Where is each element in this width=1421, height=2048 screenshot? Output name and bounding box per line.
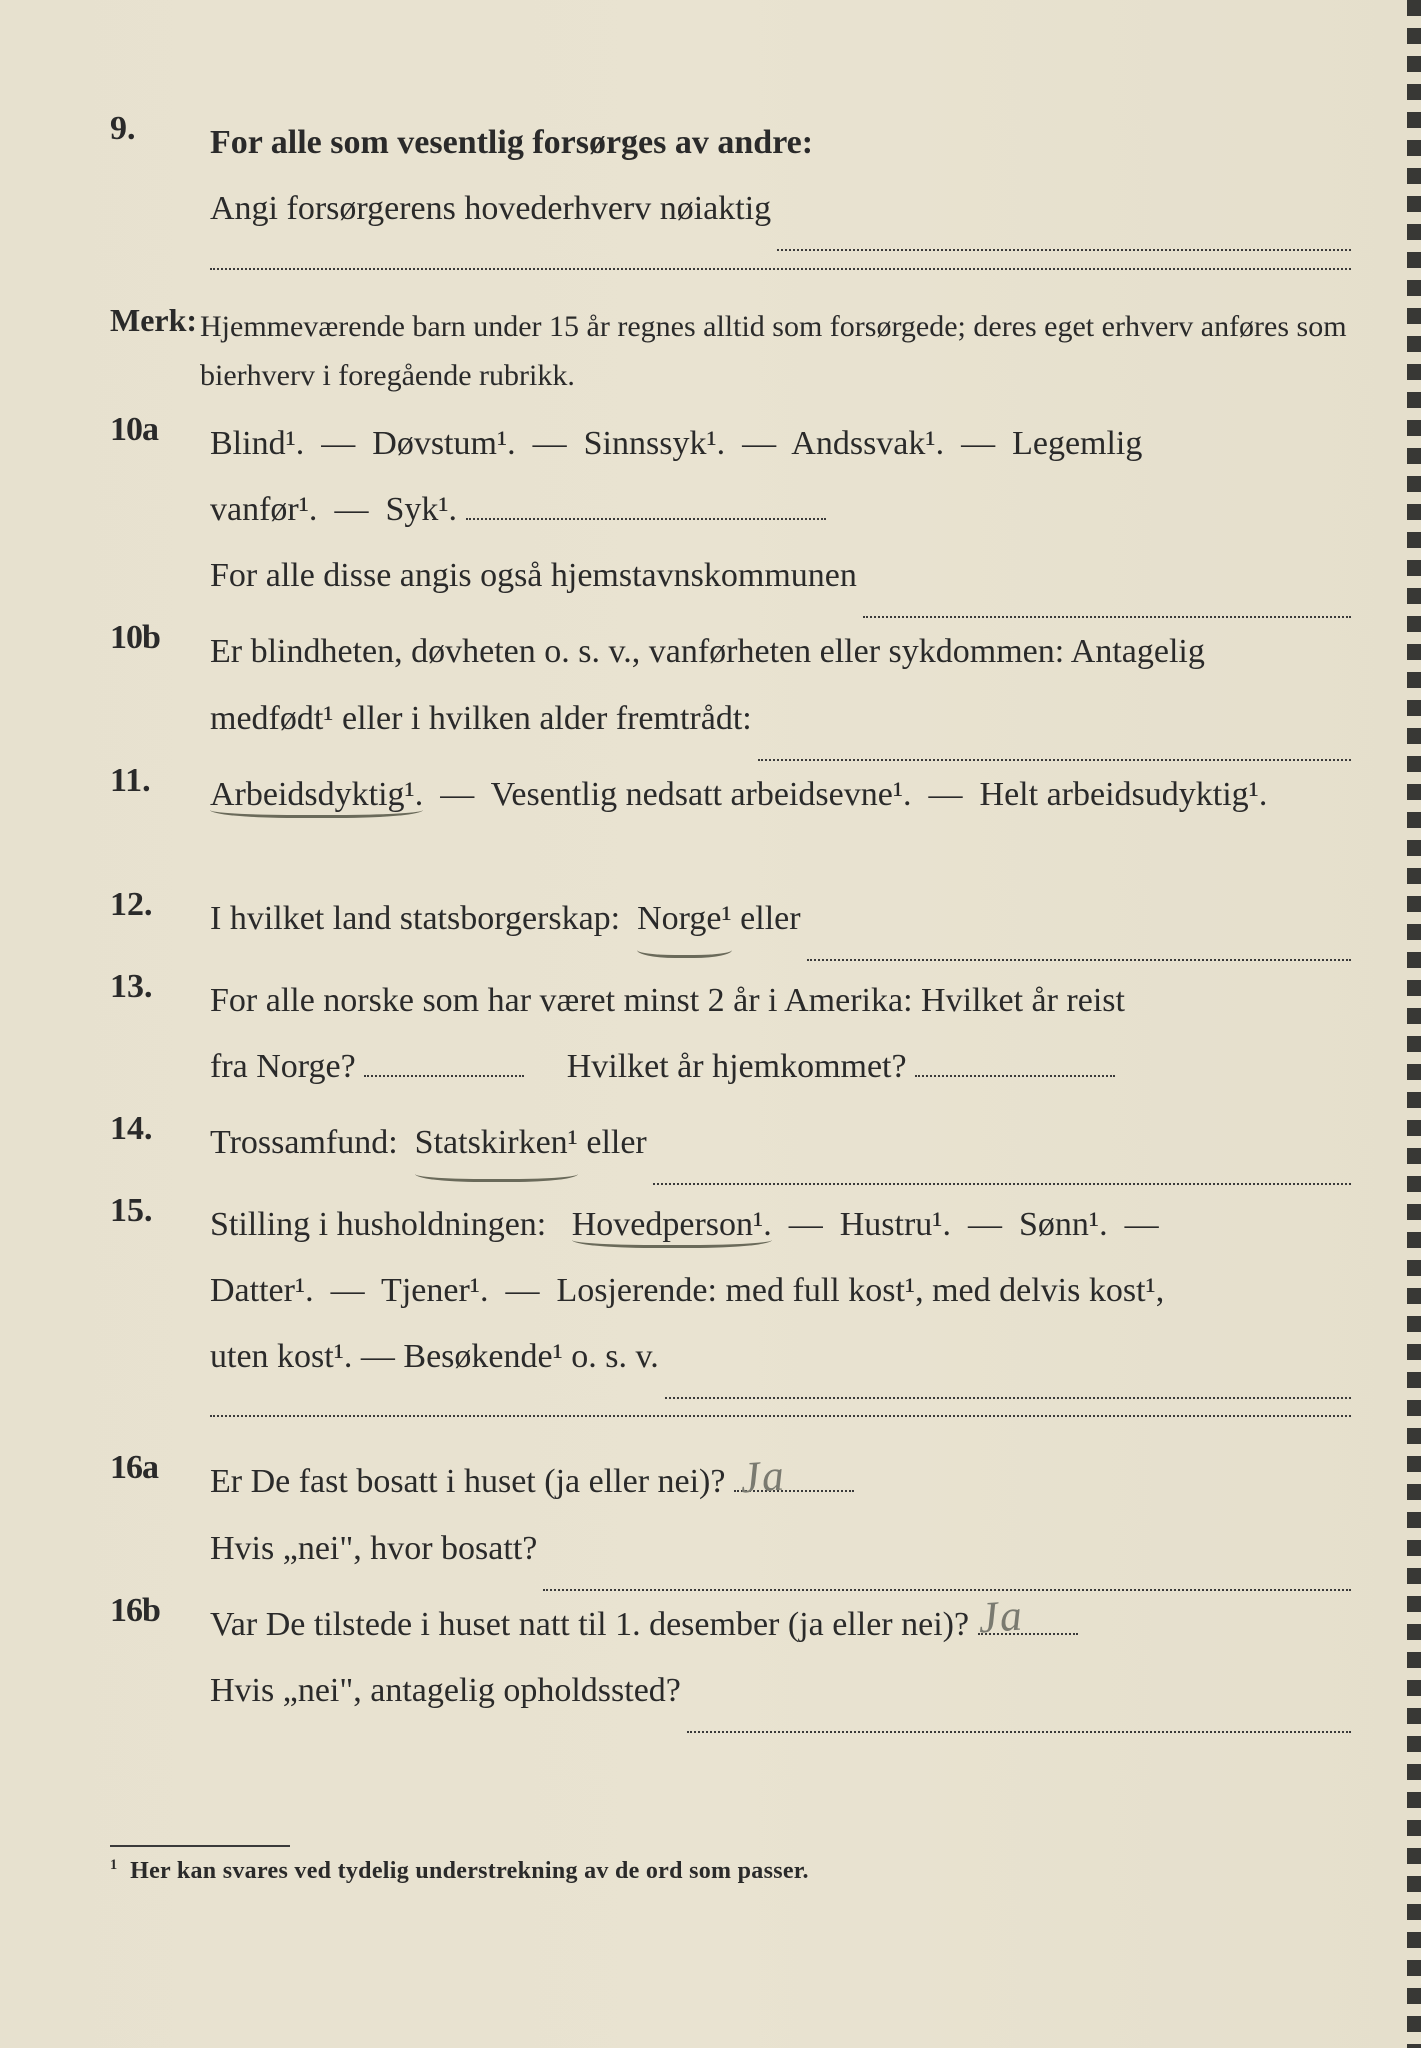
dotted-fill: Ja: [734, 1460, 854, 1493]
q10a-opt: Sinnssyk¹.: [584, 425, 726, 462]
dotted-fill: [807, 958, 1351, 961]
q12-row: 12. I hvilket land statsborgerskap: Norg…: [110, 886, 1351, 957]
q10b-text2: medfødt¹ eller i hvilken alder fremtrådt…: [210, 686, 752, 752]
q10a-row: 10a Blind¹. — Døvstum¹. — Sinnssyk¹. — A…: [110, 411, 1351, 610]
q15-opt: Losjerende: med full kost¹, med delvis k…: [556, 1272, 1164, 1309]
q13-row: 13. For alle norske som har været minst …: [110, 968, 1351, 1101]
q9-prompt: Angi forsørgerens hovederhverv nøiaktig: [210, 176, 771, 242]
q10a-tail: For alle disse angis også hjemstavnskomm…: [210, 543, 1351, 609]
q12-text: I hvilket land statsborgerskap:: [210, 886, 620, 952]
q14-eller: eller: [586, 1110, 646, 1176]
q10a-opt: Andssvak¹.: [791, 425, 944, 462]
q10b-row: 10b Er blindheten, døvheten o. s. v., va…: [110, 619, 1351, 752]
dotted-fill: [210, 267, 1351, 270]
q10b-line2: medfødt¹ eller i hvilken alder fremtrådt…: [210, 686, 1351, 752]
q9-body: For alle som vesentlig forsørges av andr…: [210, 110, 1351, 292]
dotted-fill: Ja: [978, 1602, 1078, 1635]
q11-body: Arbeidsdyktig¹. — Vesentlig nedsatt arbe…: [210, 762, 1351, 828]
q15-opt: Datter¹.: [210, 1272, 314, 1309]
q10a-number: 10a: [110, 411, 210, 449]
q15-body: Stilling i husholdningen: Hovedperson¹. …: [210, 1192, 1351, 1440]
q9-title: For alle som vesentlig forsørges av andr…: [210, 124, 813, 161]
merk-label: Merk:: [110, 302, 200, 339]
q15-number: 15.: [110, 1192, 210, 1230]
q9-line: Angi forsørgerens hovederhverv nøiaktig: [210, 176, 1351, 242]
q10a-cont: vanfør¹.: [210, 491, 317, 528]
q16a-answer-handwritten: Ja: [737, 1432, 788, 1521]
q10a-opt: Legemlig: [1012, 425, 1142, 462]
q16b-number: 16b: [110, 1592, 210, 1630]
q16b-row: 16b Var De tilstede i huset natt til 1. …: [110, 1592, 1351, 1725]
q15-lead: Stilling i husholdningen:: [210, 1206, 546, 1243]
dotted-fill: [543, 1588, 1351, 1591]
dotted-fill: [863, 615, 1351, 618]
dotted-fill: [653, 1182, 1351, 1185]
q12-number: 12.: [110, 886, 210, 924]
q13-number: 13.: [110, 968, 210, 1006]
footnote-rule: [110, 1845, 290, 1847]
q16a-row: 16a Er De fast bosatt i huset (ja eller …: [110, 1449, 1351, 1582]
dotted-fill: [364, 1044, 524, 1077]
footnote-marker: 1: [110, 1857, 118, 1873]
scan-edge-perforation: [1407, 0, 1421, 2048]
q15-opt: Tjener¹.: [381, 1272, 488, 1309]
q16a-text1: Er De fast bosatt i huset (ja eller nei)…: [210, 1463, 725, 1500]
q16a-text2: Hvis „nei", hvor bosatt?: [210, 1516, 537, 1582]
spacer: [110, 838, 1351, 886]
q16b-text1: Var De tilstede i huset natt til 1. dese…: [210, 1606, 969, 1643]
q10a-tail-text: For alle disse angis også hjemstavnskomm…: [210, 543, 857, 609]
q14-body: Trossamfund: Statskirken¹ eller: [210, 1110, 1351, 1181]
dotted-fill: [758, 758, 1351, 761]
dotted-fill: [210, 1414, 1351, 1417]
dotted-fill: [915, 1044, 1115, 1077]
q16b-line2: Hvis „nei", antagelig opholdssted?: [210, 1658, 1351, 1724]
q12-norge-underlined: Norge¹: [637, 886, 732, 957]
q10a-cont: Syk¹.: [385, 491, 457, 528]
q10a-opt: Blind¹.: [210, 425, 304, 462]
dotted-fill: [777, 248, 1351, 251]
q14-text: Trossamfund:: [210, 1110, 398, 1176]
q15-hoved-underlined: Hovedperson¹.: [572, 1206, 772, 1248]
q9-row: 9. For alle som vesentlig forsørges av a…: [110, 110, 1351, 292]
q15-opts3: uten kost¹. — Besøkende¹ o. s. v.: [210, 1324, 659, 1390]
q14-stats-underlined: Statskirken¹: [415, 1110, 578, 1181]
q15-opt: Sønn¹.: [1019, 1206, 1108, 1243]
q16a-body: Er De fast bosatt i huset (ja eller nei)…: [210, 1449, 1351, 1582]
q16b-answer-handwritten: Ja: [975, 1573, 1026, 1662]
merk-row: Merk: Hjemmeværende barn under 15 år reg…: [110, 302, 1351, 401]
q13-text1: For alle norske som har været minst 2 år…: [210, 982, 1125, 1019]
q11-number: 11.: [110, 762, 210, 800]
q11-opt: Vesentlig nedsatt arbeidsevne¹.: [491, 776, 912, 813]
q15-opt: Hustru¹.: [840, 1206, 951, 1243]
q15-row: 15. Stilling i husholdningen: Hovedperso…: [110, 1192, 1351, 1440]
q13-text2b: Hvilket år hjemkommet?: [567, 1048, 907, 1085]
q10b-body: Er blindheten, døvheten o. s. v., vanfør…: [210, 619, 1351, 752]
q12-eller: eller: [740, 886, 800, 952]
census-form-page: 9. For alle som vesentlig forsørges av a…: [0, 0, 1421, 2048]
footnote-text: Her kan svares ved tydelig understreknin…: [130, 1858, 809, 1884]
q16b-text2: Hvis „nei", antagelig opholdssted?: [210, 1658, 681, 1724]
merk-text: Hjemmeværende barn under 15 år regnes al…: [200, 302, 1351, 401]
q10a-body: Blind¹. — Døvstum¹. — Sinnssyk¹. — Andss…: [210, 411, 1351, 610]
q14-row: 14. Trossamfund: Statskirken¹ eller: [110, 1110, 1351, 1181]
q16b-body: Var De tilstede i huset natt til 1. dese…: [210, 1592, 1351, 1725]
q14-number: 14.: [110, 1110, 210, 1148]
q16a-line2: Hvis „nei", hvor bosatt?: [210, 1516, 1351, 1582]
q15-line3: uten kost¹. — Besøkende¹ o. s. v.: [210, 1324, 1351, 1390]
q11-opt-underlined: Arbeidsdyktig¹.: [210, 776, 423, 818]
q10b-number: 10b: [110, 619, 210, 657]
dotted-fill: [665, 1396, 1351, 1399]
q10a-opt: Døvstum¹.: [372, 425, 515, 462]
q11-row: 11. Arbeidsdyktig¹. — Vesentlig nedsatt …: [110, 762, 1351, 828]
dotted-fill: [687, 1730, 1351, 1733]
q13-text2a: fra Norge?: [210, 1048, 356, 1085]
q16a-number: 16a: [110, 1449, 210, 1487]
q11-opt: Helt arbeidsudyktig¹.: [980, 776, 1268, 813]
dotted-fill: [466, 487, 826, 520]
q10b-text1: Er blindheten, døvheten o. s. v., vanfør…: [210, 633, 1205, 670]
q12-body: I hvilket land statsborgerskap: Norge¹ e…: [210, 886, 1351, 957]
q9-number: 9.: [110, 110, 210, 148]
q13-body: For alle norske som har været minst 2 år…: [210, 968, 1351, 1101]
footnote: 1 Her kan svares ved tydelig understrekn…: [110, 1857, 1351, 1885]
